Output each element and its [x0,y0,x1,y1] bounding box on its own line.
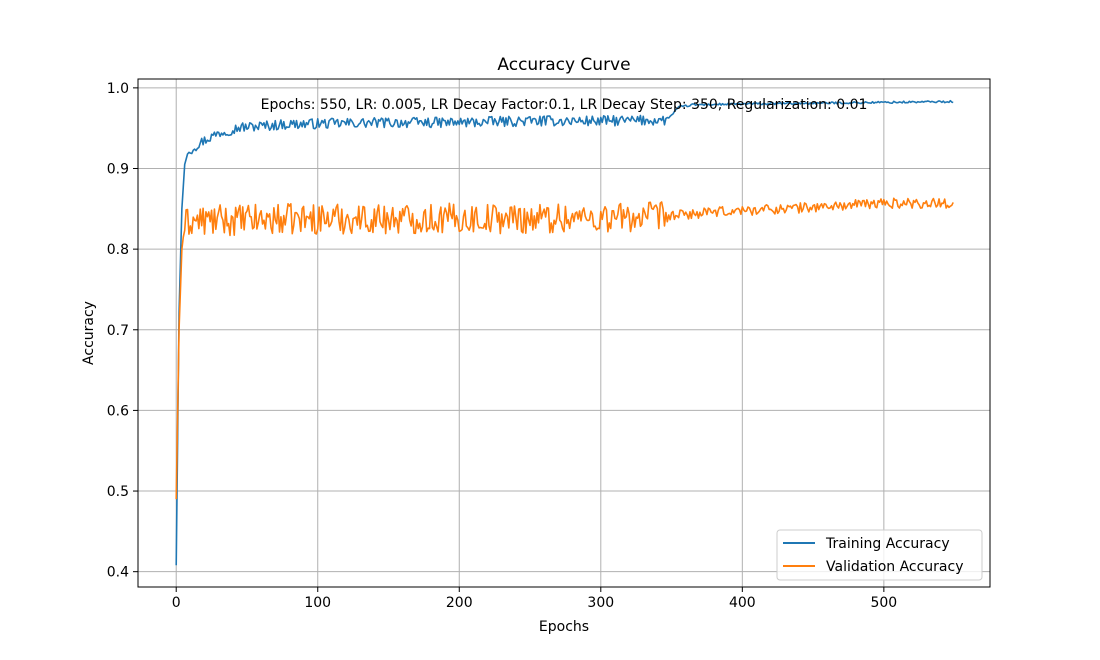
x-tick-label: 0 [172,595,181,611]
x-tick-label: 400 [729,595,756,611]
x-tick-label: 100 [304,595,331,611]
y-tick-label: 0.7 [107,323,129,339]
series-lines [175,99,954,566]
y-tick-label: 0.8 [107,242,129,258]
x-tick-label: 300 [587,595,614,611]
x-axis-title: Epochs [539,619,589,635]
series-line-1 [175,197,954,500]
x-tick-label: 200 [446,595,473,611]
legend-label-training: Training Accuracy [825,536,950,552]
axis-ticks: 0 100 200 300 400 500 0.4 0.5 0.6 0.7 0.8 0.9 1.0 [107,81,897,611]
chart-annotation: Epochs: 550, LR: 0.005, LR Decay Factor:… [261,97,868,113]
plot-frame [137,78,991,588]
y-tick-label: 0.6 [107,403,129,419]
series-line-0 [175,99,954,566]
y-axis-title: Accuracy [81,301,97,365]
chart-title: Accuracy Curve [497,55,630,75]
legend: Training Accuracy Validation Accuracy [776,529,983,581]
x-tick-label: 500 [870,595,897,611]
legend-label-validation: Validation Accuracy [826,559,964,575]
y-tick-label: 0.5 [107,484,129,500]
y-tick-label: 1.0 [107,81,129,97]
y-tick-label: 0.9 [107,162,129,178]
y-tick-label: 0.4 [107,565,129,581]
legend-box [776,529,983,581]
